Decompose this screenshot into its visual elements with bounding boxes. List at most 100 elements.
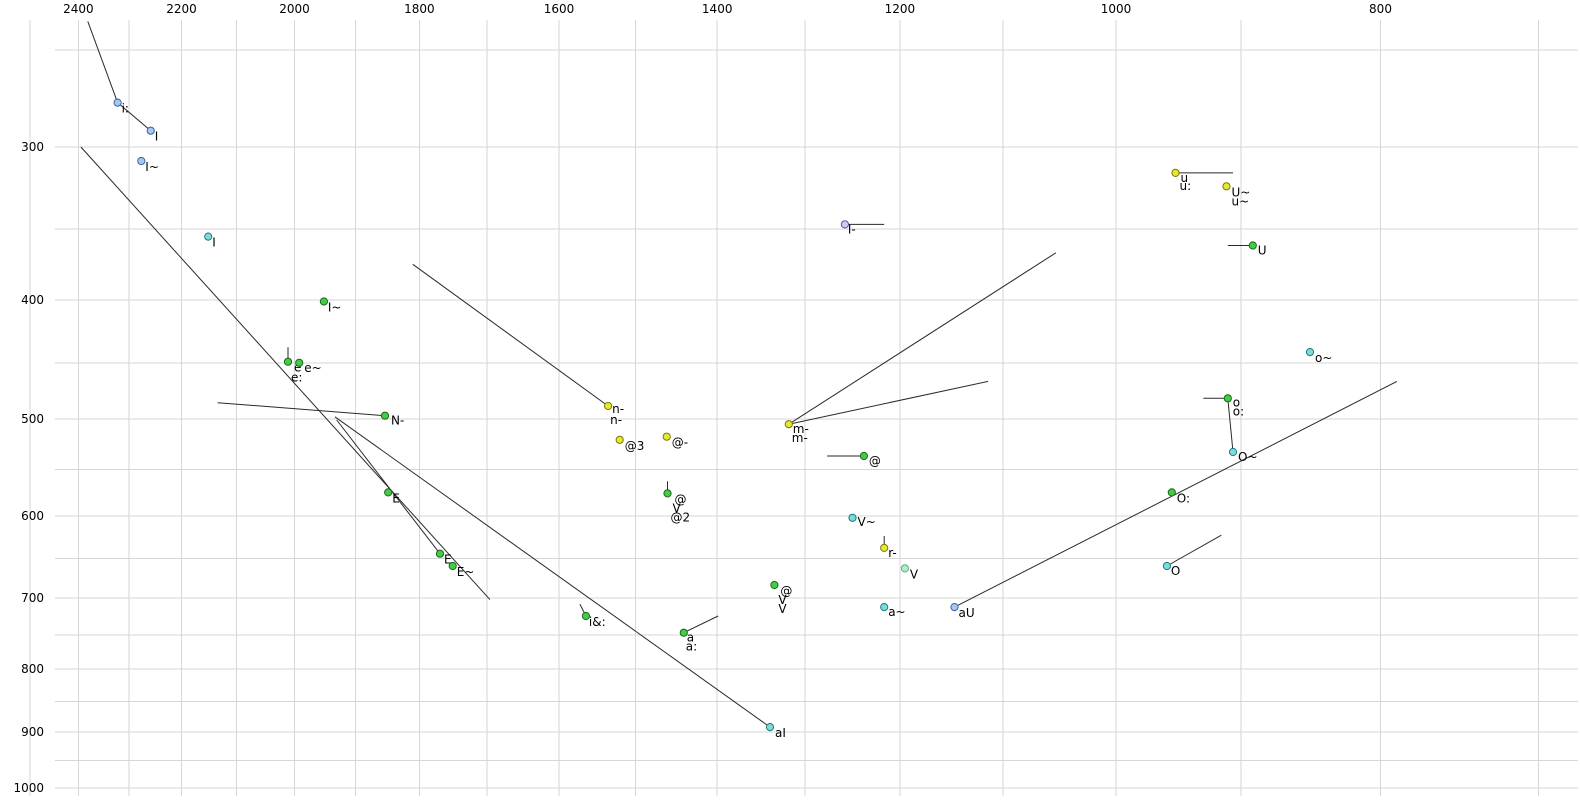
y-axis-tick-label: 300	[21, 140, 44, 154]
trajectory-line	[788, 380, 989, 425]
vowel-label: @3	[625, 439, 645, 453]
y-axis-tick-label: 800	[21, 662, 44, 676]
vowel-point-e[interactable]	[283, 357, 293, 366]
trajectory-line	[87, 21, 119, 103]
vowel-point-I-[interactable]	[840, 220, 850, 229]
x-axis-tick-label: 2000	[279, 2, 310, 16]
vowel-label: r-	[888, 546, 897, 560]
trajectory-line	[1166, 534, 1222, 567]
vowel-label: I	[212, 236, 216, 250]
vowel-point-U~[interactable]	[1222, 182, 1231, 191]
vowel-point-V~[interactable]	[848, 513, 857, 522]
vowel-label: e	[294, 361, 301, 375]
vowel-label-secondary: e:	[291, 371, 302, 385]
x-axis-tick-label: 1200	[885, 2, 916, 16]
vowel-label-secondary: V	[673, 501, 682, 515]
vowel-label: a~	[888, 605, 905, 619]
vowel-point-I~[interactable]	[319, 297, 328, 306]
vowel-label: I~	[328, 301, 342, 315]
vowel-point-@2[interactable]	[663, 489, 672, 498]
trajectory-line	[788, 252, 1057, 425]
vowel-label: U	[1258, 244, 1267, 258]
vowel-label: o	[1233, 395, 1240, 409]
vowel-label: O~	[1238, 450, 1258, 464]
x-axis-tick-label: 1000	[1101, 2, 1132, 16]
vowel-point-E~[interactable]	[448, 561, 457, 571]
vowel-point-u[interactable]	[1171, 168, 1180, 177]
vowel-point-e~[interactable]	[295, 358, 304, 367]
vowel-point-i:[interactable]	[113, 98, 122, 107]
vowel-point-@[interactable]	[859, 451, 869, 461]
vowel-point-a~[interactable]	[880, 603, 889, 612]
vowel-label: I	[155, 130, 159, 144]
y-axis-tick-label: 400	[21, 293, 44, 307]
vowel-point-i&:[interactable]	[581, 611, 591, 621]
vowel-label: E	[392, 491, 400, 505]
trajectory-line	[117, 102, 152, 132]
y-axis-tick-label: 500	[21, 412, 44, 426]
vowel-label: V	[910, 567, 919, 581]
vowel-point-aI[interactable]	[765, 723, 775, 732]
vowel-label: I~	[145, 160, 159, 174]
vowel-point-O[interactable]	[1162, 561, 1172, 571]
trajectory-line	[80, 146, 491, 600]
vowel-point-I[interactable]	[146, 126, 155, 135]
vowel-point-O:[interactable]	[1167, 488, 1176, 497]
vowel-label: E	[444, 553, 452, 567]
vowel-point-V[interactable]	[770, 580, 779, 590]
vowel-point-@3[interactable]	[615, 435, 624, 444]
vowel-point-m-[interactable]	[784, 420, 793, 429]
trajectory-line	[683, 615, 719, 634]
vowel-label: n-	[610, 413, 622, 427]
vowel-label: o~	[1315, 351, 1332, 365]
vowel-label: aI	[775, 726, 786, 740]
vowel-label: aU	[959, 606, 975, 620]
y-axis-tick-label: 600	[21, 509, 44, 523]
vowel-label: @2	[671, 510, 691, 524]
vowel-point-N-[interactable]	[380, 411, 390, 420]
y-axis-tick-label: 700	[21, 591, 44, 605]
vowel-point-U[interactable]	[1248, 241, 1257, 250]
trajectory-line	[1227, 398, 1234, 453]
vowel-label: i:	[122, 102, 129, 116]
trajectory-line	[217, 402, 386, 417]
trajectory-line	[336, 419, 441, 555]
vowel-label: a	[687, 631, 694, 645]
vowel-label: V~	[858, 515, 876, 529]
vowel-point-I~[interactable]	[137, 156, 146, 166]
vowel-label-secondary: u:	[1180, 179, 1192, 193]
vowel-point-aU[interactable]	[950, 603, 959, 612]
vowel-label: N-	[391, 414, 404, 428]
vowel-point-E[interactable]	[435, 549, 445, 558]
vowel-point-E[interactable]	[384, 488, 393, 497]
vowel-point-n-[interactable]	[604, 401, 613, 411]
trajectory-line	[954, 380, 1398, 608]
vowel-point-o~[interactable]	[1305, 348, 1315, 357]
vowel-point-@-[interactable]	[662, 432, 671, 441]
x-axis-tick-label: 2400	[63, 2, 94, 16]
vowel-label: @	[869, 454, 881, 468]
x-axis-tick-label: 800	[1369, 2, 1392, 16]
vowel-label-secondary: m-	[793, 422, 809, 436]
vowel-point-o[interactable]	[1223, 394, 1232, 403]
vowel-label-secondary: n-	[612, 402, 624, 416]
vowel-label: I-	[848, 222, 856, 236]
y-axis-tick-label: 1000	[13, 781, 44, 795]
vowel-point-O~[interactable]	[1228, 447, 1238, 457]
vowel-label-secondary: V	[778, 593, 787, 607]
vowel-point-r-[interactable]	[880, 543, 889, 553]
vowel-label: i&:	[589, 615, 606, 629]
x-axis-tick-label: 1800	[404, 2, 435, 16]
y-axis-tick-label: 900	[21, 725, 44, 739]
vowel-label: U~	[1232, 185, 1251, 199]
trajectory-line	[334, 416, 771, 728]
vowel-label-secondary: @	[675, 492, 687, 506]
x-axis-tick-label: 2200	[166, 2, 197, 16]
vowel-point-a[interactable]	[679, 628, 688, 637]
vowel-label-secondary: @	[780, 584, 792, 598]
vowel-point-V[interactable]	[900, 564, 910, 573]
vowel-point-I[interactable]	[204, 232, 213, 241]
vowel-label: m-	[792, 431, 808, 445]
